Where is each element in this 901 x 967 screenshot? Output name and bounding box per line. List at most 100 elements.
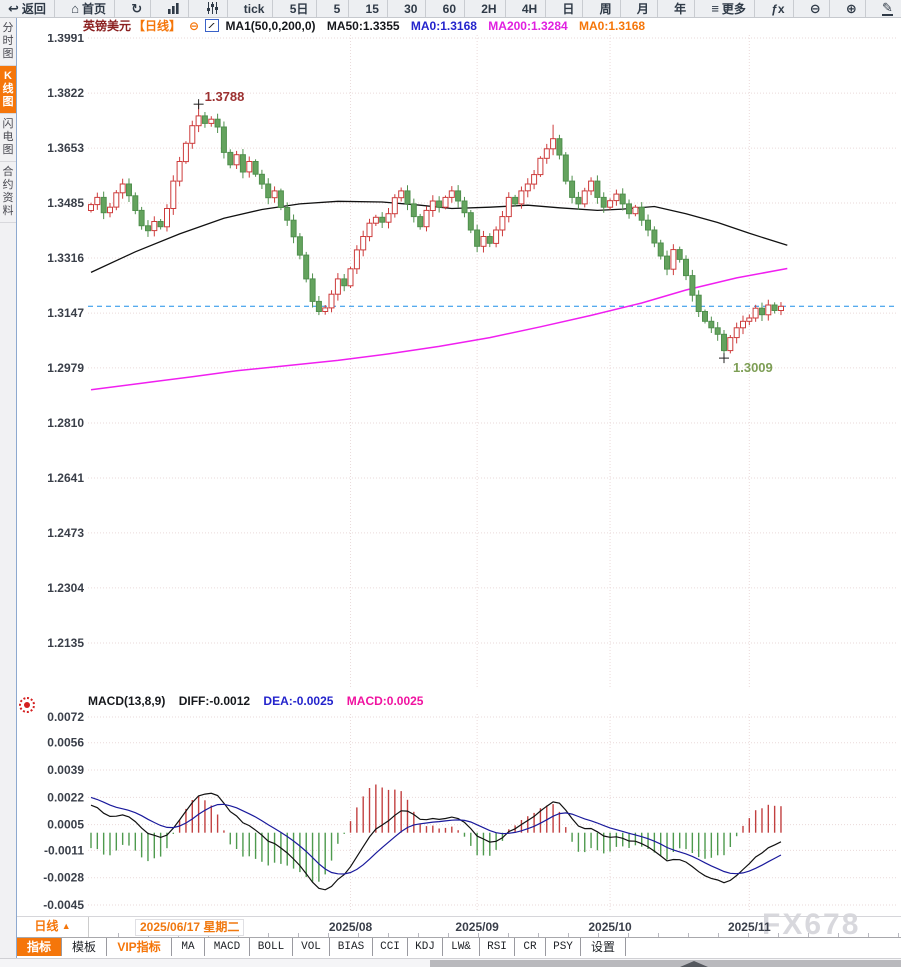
indicator-settings-sun-icon[interactable] — [19, 697, 35, 713]
indicator-button-CCI[interactable]: CCI — [373, 938, 408, 956]
toolbar-button-zoom-in[interactable]: ⊕ — [838, 0, 866, 17]
indicator-button-BOLL[interactable]: BOLL — [250, 938, 293, 956]
toolbar-button-fx[interactable]: ƒx — [763, 0, 794, 17]
indicator-button-指标[interactable]: 指标 — [17, 938, 62, 956]
period-tab-label: 日线 — [34, 919, 59, 933]
period-tab-daily[interactable]: 日线 ▲ — [17, 917, 89, 939]
ma-settings-label: MA1(50,0,200,0) — [225, 19, 316, 33]
toolbar-button-refresh[interactable]: ↻ — [123, 0, 152, 17]
indicator-button-BIAS[interactable]: BIAS — [330, 938, 373, 956]
toolbar-label-period-day: 日 — [562, 2, 575, 16]
sliders-icon — [206, 1, 219, 16]
svg-text:1.3485: 1.3485 — [47, 196, 84, 210]
toolbar-button-period-month[interactable]: 月 — [629, 0, 658, 17]
indicator-button-模板[interactable]: 模板 — [62, 938, 107, 956]
macd-dea-value: DEA:-0.0025 — [263, 694, 334, 708]
x-axis-label-2025/08: 2025/08 — [328, 920, 373, 934]
svg-text:-0.0045: -0.0045 — [43, 898, 84, 912]
svg-text:1.3653: 1.3653 — [47, 141, 84, 155]
indicator-button-PSY[interactable]: PSY — [546, 938, 581, 956]
collapse-panel-icon[interactable]: ⊖ — [189, 19, 200, 33]
toolbar-button-home[interactable]: ⌂ 首页 — [63, 0, 116, 17]
high-low-markers: 1.3788 1.3009 — [193, 89, 773, 375]
svg-text:1.2810: 1.2810 — [47, 416, 84, 430]
refresh-icon: ↻ — [131, 1, 143, 16]
toolbar-label-period-4h: 4H — [521, 1, 538, 16]
ma50-value: MA50:1.3355 — [326, 19, 400, 33]
svg-text:-0.0028: -0.0028 — [43, 871, 84, 885]
toolbar-label-period-2h: 2H — [481, 1, 497, 16]
svg-text:1.2304: 1.2304 — [47, 581, 84, 595]
toolbar-button-period-2h[interactable]: 2H — [473, 0, 506, 17]
indicator-button-设置[interactable]: 设置 — [581, 938, 626, 956]
toolbar-label-period-15: 15 — [365, 1, 379, 16]
svg-text:-0.0011: -0.0011 — [44, 843, 84, 857]
x-axis-label-2025/09: 2025/09 — [455, 920, 499, 934]
toolbar-button-period-year[interactable]: 年 — [666, 0, 696, 17]
svg-text:1.2135: 1.2135 — [47, 636, 84, 650]
sidebar-item-time-chart[interactable]: 分时图 — [0, 18, 16, 66]
indicator-toolbar: 指标 模板 VIP指标 MA MACD BOLL VOL BIAS CCI KDJ LW& RSI CR… — [17, 937, 901, 959]
horizontal-scrollbar[interactable] — [0, 958, 901, 967]
svg-text:1.3316: 1.3316 — [47, 251, 84, 265]
toolbar-button-period-day[interactable]: 日 — [554, 0, 584, 17]
toolbar-button-zoom-out[interactable]: ⊖ — [802, 0, 830, 17]
indicator-button-CR[interactable]: CR — [515, 938, 546, 956]
x-axis-label-2025/10: 2025/10 — [588, 920, 632, 934]
overlay-lines-layer — [88, 200, 898, 391]
indicator-button-RSI[interactable]: RSI — [480, 938, 515, 956]
scrollbar-thumb[interactable] — [430, 960, 901, 967]
back-arrow-icon: ↩ — [8, 1, 19, 16]
toolbar-button-period-4h[interactable]: 4H — [514, 0, 547, 17]
ma0-orange-value: MA0:1.3168 — [579, 19, 646, 33]
toolbar-button-draw[interactable]: ✎ — [874, 0, 901, 17]
toolbar-label-period-30: 30 — [404, 1, 418, 16]
sidebar-item-lightning-chart[interactable]: 闪电图 — [0, 114, 16, 162]
toolbar-label-tick: tick — [243, 1, 265, 16]
toolbar-button-back[interactable]: ↩ 返回 — [0, 0, 55, 17]
toolbar-button-period-60[interactable]: 60 — [435, 0, 466, 17]
toolbar-label-more: 更多 — [721, 2, 746, 16]
toolbar-button-period-15[interactable]: 15 — [358, 0, 388, 17]
indicator-button-MACD[interactable]: MACD — [205, 938, 250, 956]
home-icon: ⌂ — [71, 1, 79, 16]
top-toolbar: ↩ 返回 ⌂ 首页 ↻ tick 5日 5 15 30 60 2H 4H 日 周 月 年 ≡ 更多 ƒx ⊖ ⊕ ✎ — [0, 0, 901, 18]
scrollbar-arrow-icon — [680, 961, 708, 967]
toolbar-label-home: 首页 — [82, 2, 107, 16]
toolbar-label-period-year: 年 — [674, 2, 687, 16]
ma200-value: MA200:1.3284 — [488, 19, 568, 33]
toolbar-button-period-30[interactable]: 30 — [396, 0, 427, 17]
toolbar-button-period-week[interactable]: 周 — [592, 0, 621, 17]
macd-header: MACD(13,8,9) DIFF:-0.0012 DEA:-0.0025 MA… — [88, 694, 433, 709]
indicator-button-VOL[interactable]: VOL — [293, 938, 330, 956]
indicator-button-LW&[interactable]: LW& — [443, 938, 480, 956]
chart-header: 英镑美元 【日线】 ⊖ MA1(50,0,200,0) MA50:1.3355 MA… — [17, 18, 901, 34]
svg-text:1.3788: 1.3788 — [205, 89, 245, 104]
toolbar-button-more[interactable]: ≡ 更多 — [703, 0, 755, 17]
selected-date-label: 2025/06/17 星期二 — [135, 919, 245, 936]
indicator-button-VIP指标[interactable]: VIP指标 — [107, 938, 172, 956]
svg-text:0.0039: 0.0039 — [47, 763, 84, 777]
toolbar-button-period-5[interactable]: 5 — [326, 0, 350, 17]
toolbar-button-period-5d[interactable]: 5日 — [282, 0, 318, 17]
toolbar-button-indicator-settings[interactable] — [198, 0, 228, 17]
toolbar-label-period-60: 60 — [442, 1, 457, 16]
sidebar-item-contract-info[interactable]: 合约资料 — [0, 162, 16, 223]
zoom-in-icon: ⊕ — [845, 1, 857, 16]
svg-text:0.0022: 0.0022 — [47, 790, 84, 804]
svg-text:1.3991: 1.3991 — [47, 31, 84, 45]
toolbar-button-tick[interactable]: tick — [236, 0, 274, 17]
line-chart-icon[interactable] — [205, 19, 220, 32]
macd-hist-value: MACD:0.0025 — [346, 694, 424, 708]
toolbar-label-back: 返回 — [21, 2, 46, 16]
svg-text:0.0072: 0.0072 — [47, 710, 84, 724]
indicator-button-MA[interactable]: MA — [172, 938, 205, 956]
indicator-button-KDJ[interactable]: KDJ — [408, 938, 443, 956]
toolbar-button-chart-type[interactable] — [159, 0, 190, 17]
menu-icon: ≡ — [711, 1, 719, 16]
x-axis-label-2025/11: 2025/11 — [727, 920, 771, 934]
